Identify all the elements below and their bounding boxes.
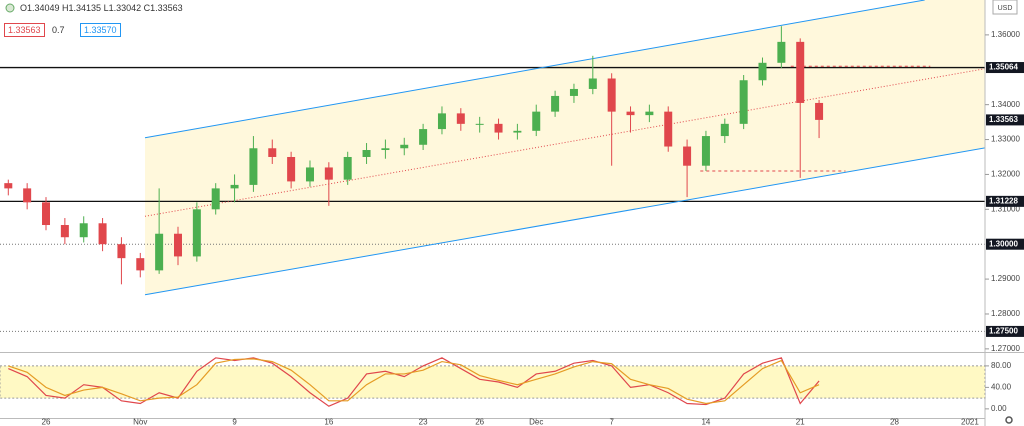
candle-body [532, 111, 541, 131]
candle-body [362, 150, 371, 157]
axes: 1.36000 1.34000 1.33000 1.32000 1.31000 1.290… [0, 30, 1024, 426]
bid-box[interactable]: 1.33563 [4, 23, 45, 37]
candle-body [588, 78, 597, 89]
stoch-tick-label: 0.00 [991, 404, 1007, 413]
candle-body [136, 258, 145, 271]
price-tag [986, 114, 1024, 126]
stoch-line [8, 358, 820, 405]
candle-body [475, 123, 484, 125]
spread: 0.7 [52, 25, 65, 35]
x-tick-label: 21 [796, 418, 805, 426]
main-pane [0, 0, 985, 332]
candle-body [758, 62, 767, 81]
candle-body [305, 167, 314, 182]
candle-body [645, 111, 654, 116]
price-tag-label: 1.35064 [989, 63, 1018, 72]
channel-mid [144, 68, 985, 217]
symbol-icon [5, 3, 15, 13]
x-tick-label: Dec [529, 418, 543, 426]
candle-body [777, 41, 786, 63]
candle-body [796, 41, 805, 103]
candle-body [192, 209, 201, 257]
candle-body [400, 144, 409, 149]
candle-body [456, 113, 465, 124]
stoch-tick-label: 80.00 [991, 361, 1012, 370]
ask-box[interactable]: 1.33570 [80, 23, 121, 37]
price-tag [986, 62, 1024, 74]
stoch-line [8, 357, 820, 407]
y-tick-label: 1.28000 [991, 309, 1020, 318]
candle-body [173, 233, 182, 257]
price-tag-label: 1.30000 [989, 239, 1018, 248]
candle-body [683, 146, 692, 166]
candle-body [42, 202, 51, 226]
x-tick-label: Nov [133, 418, 147, 426]
candle-body [701, 136, 710, 166]
price-tag [986, 195, 1024, 207]
settings-icon[interactable] [1005, 416, 1013, 424]
stoch-tick-label: 40.00 [991, 382, 1012, 391]
candle-body [381, 148, 390, 151]
candle-body [155, 233, 164, 271]
x-tick-label: 2021 [961, 418, 979, 426]
y-tick-label: 1.34000 [991, 100, 1020, 109]
candle-body [419, 129, 428, 145]
candle-body [513, 130, 522, 133]
candle-body [343, 156, 352, 180]
x-tick-label: 26 [475, 418, 484, 426]
y-tick-label: 1.29000 [991, 274, 1020, 283]
y-tick-label: 1.36000 [991, 30, 1020, 39]
ohlc-legend: O1.34049 H1.34135 L1.33042 C1.33563 [20, 3, 183, 13]
stoch-band [0, 365, 986, 399]
currency: USD [998, 5, 1013, 12]
x-tick-label: 28 [890, 418, 899, 426]
candle-body [607, 78, 616, 112]
currency-box [992, 0, 1018, 15]
candle-body [287, 156, 296, 182]
candle-body [664, 111, 673, 147]
candle-body [230, 184, 239, 189]
candle-body [23, 188, 32, 203]
candle-body [268, 148, 277, 157]
y-tick-label: 1.33000 [991, 135, 1020, 144]
candle-body [4, 183, 13, 189]
price-tag-label: 1.33563 [989, 115, 1018, 124]
candle-body [249, 148, 258, 185]
y-tick-label: 1.31000 [991, 204, 1020, 213]
channel-fill [144, 0, 985, 295]
price-tag-label: 1.27500 [989, 327, 1018, 336]
y-tick-label: 1.27000 [991, 344, 1020, 353]
candle-body [720, 123, 729, 137]
candle-body [437, 113, 446, 130]
candle-body [98, 223, 107, 245]
candle-body [79, 223, 88, 238]
x-tick-label: 7 [609, 418, 614, 426]
price-tag [986, 238, 1024, 250]
candle-body [60, 225, 69, 238]
candle-body [211, 188, 220, 210]
channel-upper [144, 0, 925, 139]
x-tick-label: 14 [701, 418, 710, 426]
candle-body [551, 95, 560, 112]
x-tick-label: 16 [324, 418, 333, 426]
channel-lower [144, 147, 985, 296]
candle-body [494, 123, 503, 133]
candle-body [569, 88, 578, 96]
price-tag [986, 325, 1024, 337]
candle-body [815, 102, 824, 120]
x-tick-label: 23 [419, 418, 428, 426]
candle-body [739, 80, 748, 124]
candle-body [324, 167, 333, 180]
y-tick-label: 1.32000 [991, 170, 1020, 179]
x-tick-label: 26 [42, 418, 51, 426]
candle-body [626, 111, 635, 116]
x-tick-label: 9 [232, 418, 237, 426]
candle-body [117, 244, 126, 259]
price-tag-label: 1.31228 [989, 196, 1018, 205]
